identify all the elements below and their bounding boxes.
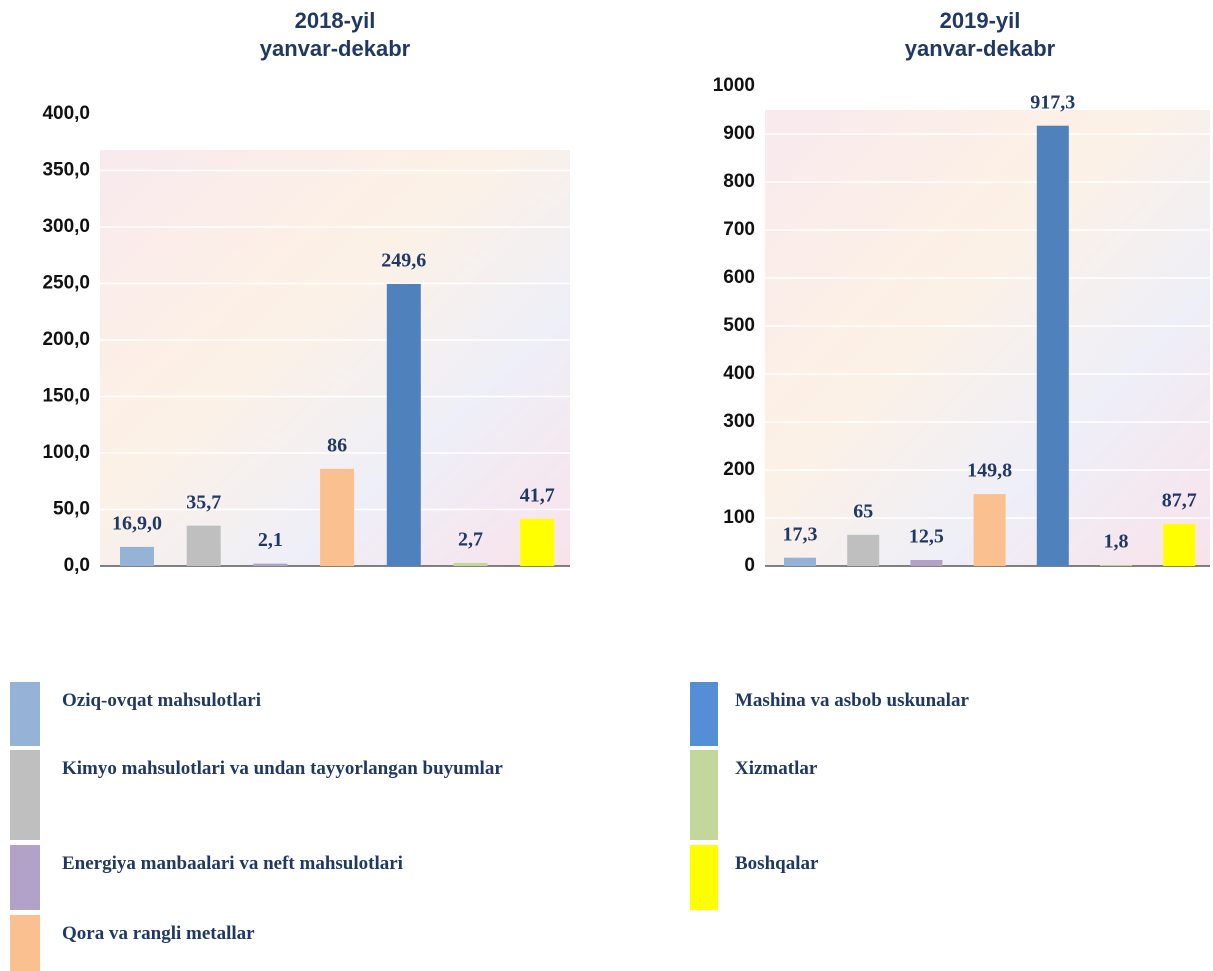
legend-swatch	[10, 915, 40, 971]
y-tick-label: 50,0	[53, 499, 90, 520]
legend-label: Energiya manbaalari va neft mahsulotlari	[62, 853, 403, 874]
y-tick-label: 100	[723, 507, 755, 528]
data-label: 86	[327, 434, 347, 456]
legend-label: Mashina va asbob uskunalar	[735, 690, 969, 711]
bar	[186, 525, 221, 566]
bar	[253, 563, 288, 566]
legend-label: Boshqalar	[735, 853, 819, 874]
bar	[847, 534, 880, 566]
y-tick-label: 800	[723, 171, 755, 192]
bar	[120, 546, 154, 566]
data-label: 12,5	[909, 526, 944, 548]
bar	[973, 494, 1006, 566]
y-tick-label: 250,0	[42, 273, 90, 294]
y-tick-label: 300,0	[42, 216, 90, 237]
bar	[386, 283, 421, 566]
data-label: 2,7	[458, 529, 483, 551]
data-label: 65	[853, 500, 873, 522]
data-label: 2,1	[258, 529, 283, 551]
bar	[453, 562, 488, 566]
legend-label: Oziq-ovqat mahsulotlari	[62, 690, 261, 711]
y-tick-label: 200,0	[42, 329, 90, 350]
y-tick-label: 600	[723, 267, 755, 288]
data-label: 17,3	[783, 523, 818, 545]
bar	[1036, 125, 1069, 567]
bar	[1163, 523, 1196, 566]
bar	[784, 557, 816, 566]
y-tick-label: 900	[723, 123, 755, 144]
y-tick-label: 0	[744, 555, 755, 576]
y-tick-label: 1000	[713, 75, 755, 96]
y-tick-label: 700	[723, 219, 755, 240]
y-tick-label: 350,0	[42, 160, 90, 181]
legend-swatch	[690, 682, 718, 746]
chart-title: 2019-yil	[940, 8, 1021, 33]
legend-label: Xizmatlar	[735, 758, 818, 779]
bar	[910, 560, 943, 566]
y-tick-label: 100,0	[42, 442, 90, 463]
legend-swatch	[10, 682, 40, 746]
legend-swatch	[690, 750, 718, 840]
data-label: 1,8	[1104, 531, 1129, 553]
bar	[520, 518, 555, 566]
data-label: 16,9,0	[112, 512, 162, 534]
y-tick-label: 150,0	[42, 386, 90, 407]
y-tick-label: 300	[723, 411, 755, 432]
data-label: 249,6	[381, 250, 426, 272]
legend-swatch	[690, 845, 718, 910]
y-tick-label: 400,0	[42, 103, 90, 124]
chart-title: yanvar-dekabr	[260, 36, 411, 61]
legend-label: Qora va rangli metallar	[62, 923, 255, 944]
bar	[1100, 565, 1132, 566]
bar	[320, 468, 355, 566]
data-label: 41,7	[520, 484, 555, 506]
map-background	[765, 110, 1210, 566]
legend-label: Kimyo mahsulotlari va undan tayyorlangan…	[62, 758, 503, 779]
data-label: 917,3	[1030, 91, 1075, 113]
data-label: 35,7	[186, 491, 221, 513]
legend-swatch	[10, 845, 40, 910]
y-tick-label: 0,0	[64, 555, 90, 576]
charts: 2018-yil yanvar-dekabr 0,0 50,0 100,0 150,0 20…	[42, 8, 1210, 576]
y-tick-label: 200	[723, 459, 755, 480]
data-label: 87,7	[1162, 489, 1197, 511]
y-tick-label: 400	[723, 363, 755, 384]
data-label: 149,8	[967, 460, 1012, 482]
y-tick-label: 500	[723, 315, 755, 336]
chart-title: 2018-yil	[295, 8, 376, 33]
legend-swatch	[10, 750, 40, 840]
chart-title: yanvar-dekabr	[905, 36, 1056, 61]
